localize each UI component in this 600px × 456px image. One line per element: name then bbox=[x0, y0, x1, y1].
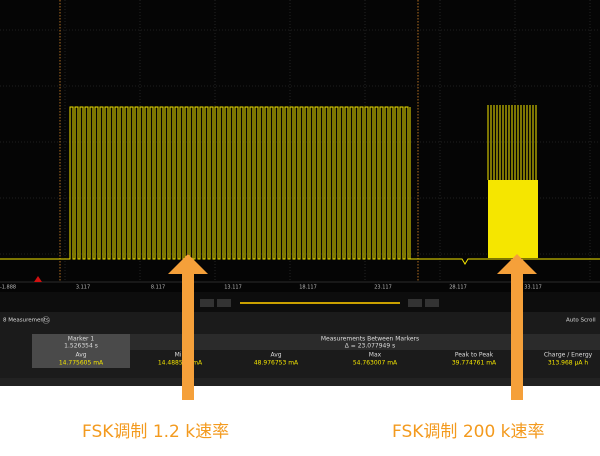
annotation-arrows bbox=[168, 254, 537, 400]
x-label: 18.117 bbox=[299, 285, 317, 291]
x-label: 23.117 bbox=[374, 285, 392, 291]
button[interactable] bbox=[217, 299, 231, 307]
cell-value: 39.774761 mA bbox=[452, 360, 497, 367]
between-header bbox=[130, 334, 600, 350]
signal bbox=[0, 106, 488, 265]
arrow-head bbox=[497, 254, 537, 274]
collapse-button[interactable] bbox=[42, 316, 50, 324]
status-strip bbox=[0, 378, 600, 386]
x-label: 13.117 bbox=[224, 285, 242, 291]
arrow-head bbox=[168, 254, 208, 274]
between-delta: Δ = 23.077949 s bbox=[345, 343, 395, 350]
marker-box bbox=[32, 334, 130, 368]
between-title: Measurements Between Markers bbox=[321, 336, 419, 343]
annotation: FSK调制 200 k速率 bbox=[392, 422, 545, 442]
cell-value: 54.763007 mA bbox=[353, 360, 398, 367]
x-label: 28.117 bbox=[449, 285, 467, 291]
cell-value: 14.488519 mA bbox=[158, 360, 203, 367]
x-label: 33.117 bbox=[524, 285, 542, 291]
cell-value: 48.976753 mA bbox=[254, 360, 299, 367]
trigger-marker bbox=[34, 276, 42, 282]
waveform bbox=[0, 105, 600, 265]
button[interactable] bbox=[408, 299, 422, 307]
column-header: Charge / Energy bbox=[544, 352, 593, 359]
measurements-tab[interactable]: 8 Measurements bbox=[3, 318, 49, 324]
arrow-shaft bbox=[182, 272, 194, 400]
x-label: 3.117 bbox=[76, 285, 90, 291]
button[interactable] bbox=[425, 299, 439, 307]
marker-time: 1.526354 s bbox=[64, 343, 98, 350]
annotation: FSK调制 1.2 k速率 bbox=[82, 422, 229, 442]
marker-title: Marker 1 bbox=[68, 336, 95, 343]
column-header: Avg bbox=[75, 352, 86, 359]
arrow-shaft bbox=[511, 272, 523, 400]
x-label: 8.117 bbox=[151, 285, 165, 291]
column-header: Peak to Peak bbox=[455, 352, 494, 359]
button[interactable] bbox=[200, 299, 214, 307]
cell-value: 14.775605 mA bbox=[59, 360, 104, 367]
column-header: Max bbox=[369, 352, 382, 359]
column-header: Avg bbox=[270, 352, 281, 359]
x-labels: -1.888 3.117 8.117 13.117 18.117 23.117 28.117… bbox=[0, 285, 542, 291]
burst bbox=[488, 180, 538, 258]
x-label: -1.888 bbox=[0, 285, 16, 291]
column-header: Min bbox=[175, 352, 186, 359]
cell-value: 313.968 µA h bbox=[548, 360, 589, 367]
auto-scroll[interactable]: Auto Scroll bbox=[566, 318, 596, 324]
